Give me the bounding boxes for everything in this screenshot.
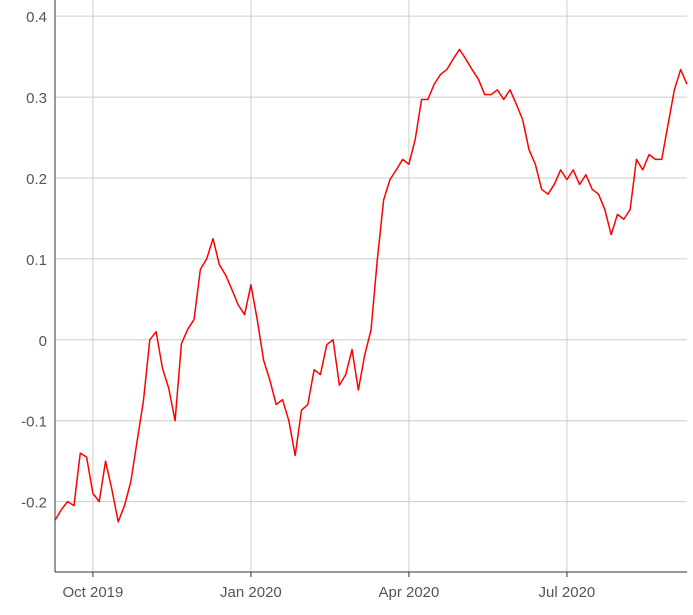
y-tick-label: -0.1 <box>21 414 47 431</box>
y-tick-label: 0 <box>39 333 47 350</box>
x-tick-label: Jan 2020 <box>220 584 282 601</box>
y-tick-label: -0.2 <box>21 495 47 512</box>
y-tick-label: 0.2 <box>26 171 47 188</box>
y-tick-label: 0.3 <box>26 90 47 107</box>
y-tick-label: 0.1 <box>26 252 47 269</box>
x-tick-label: Jul 2020 <box>539 584 596 601</box>
y-tick-label: 0.4 <box>26 9 47 26</box>
x-tick-label: Apr 2020 <box>378 584 439 601</box>
line-series <box>54 48 688 523</box>
x-tick-label: Oct 2019 <box>62 584 123 601</box>
